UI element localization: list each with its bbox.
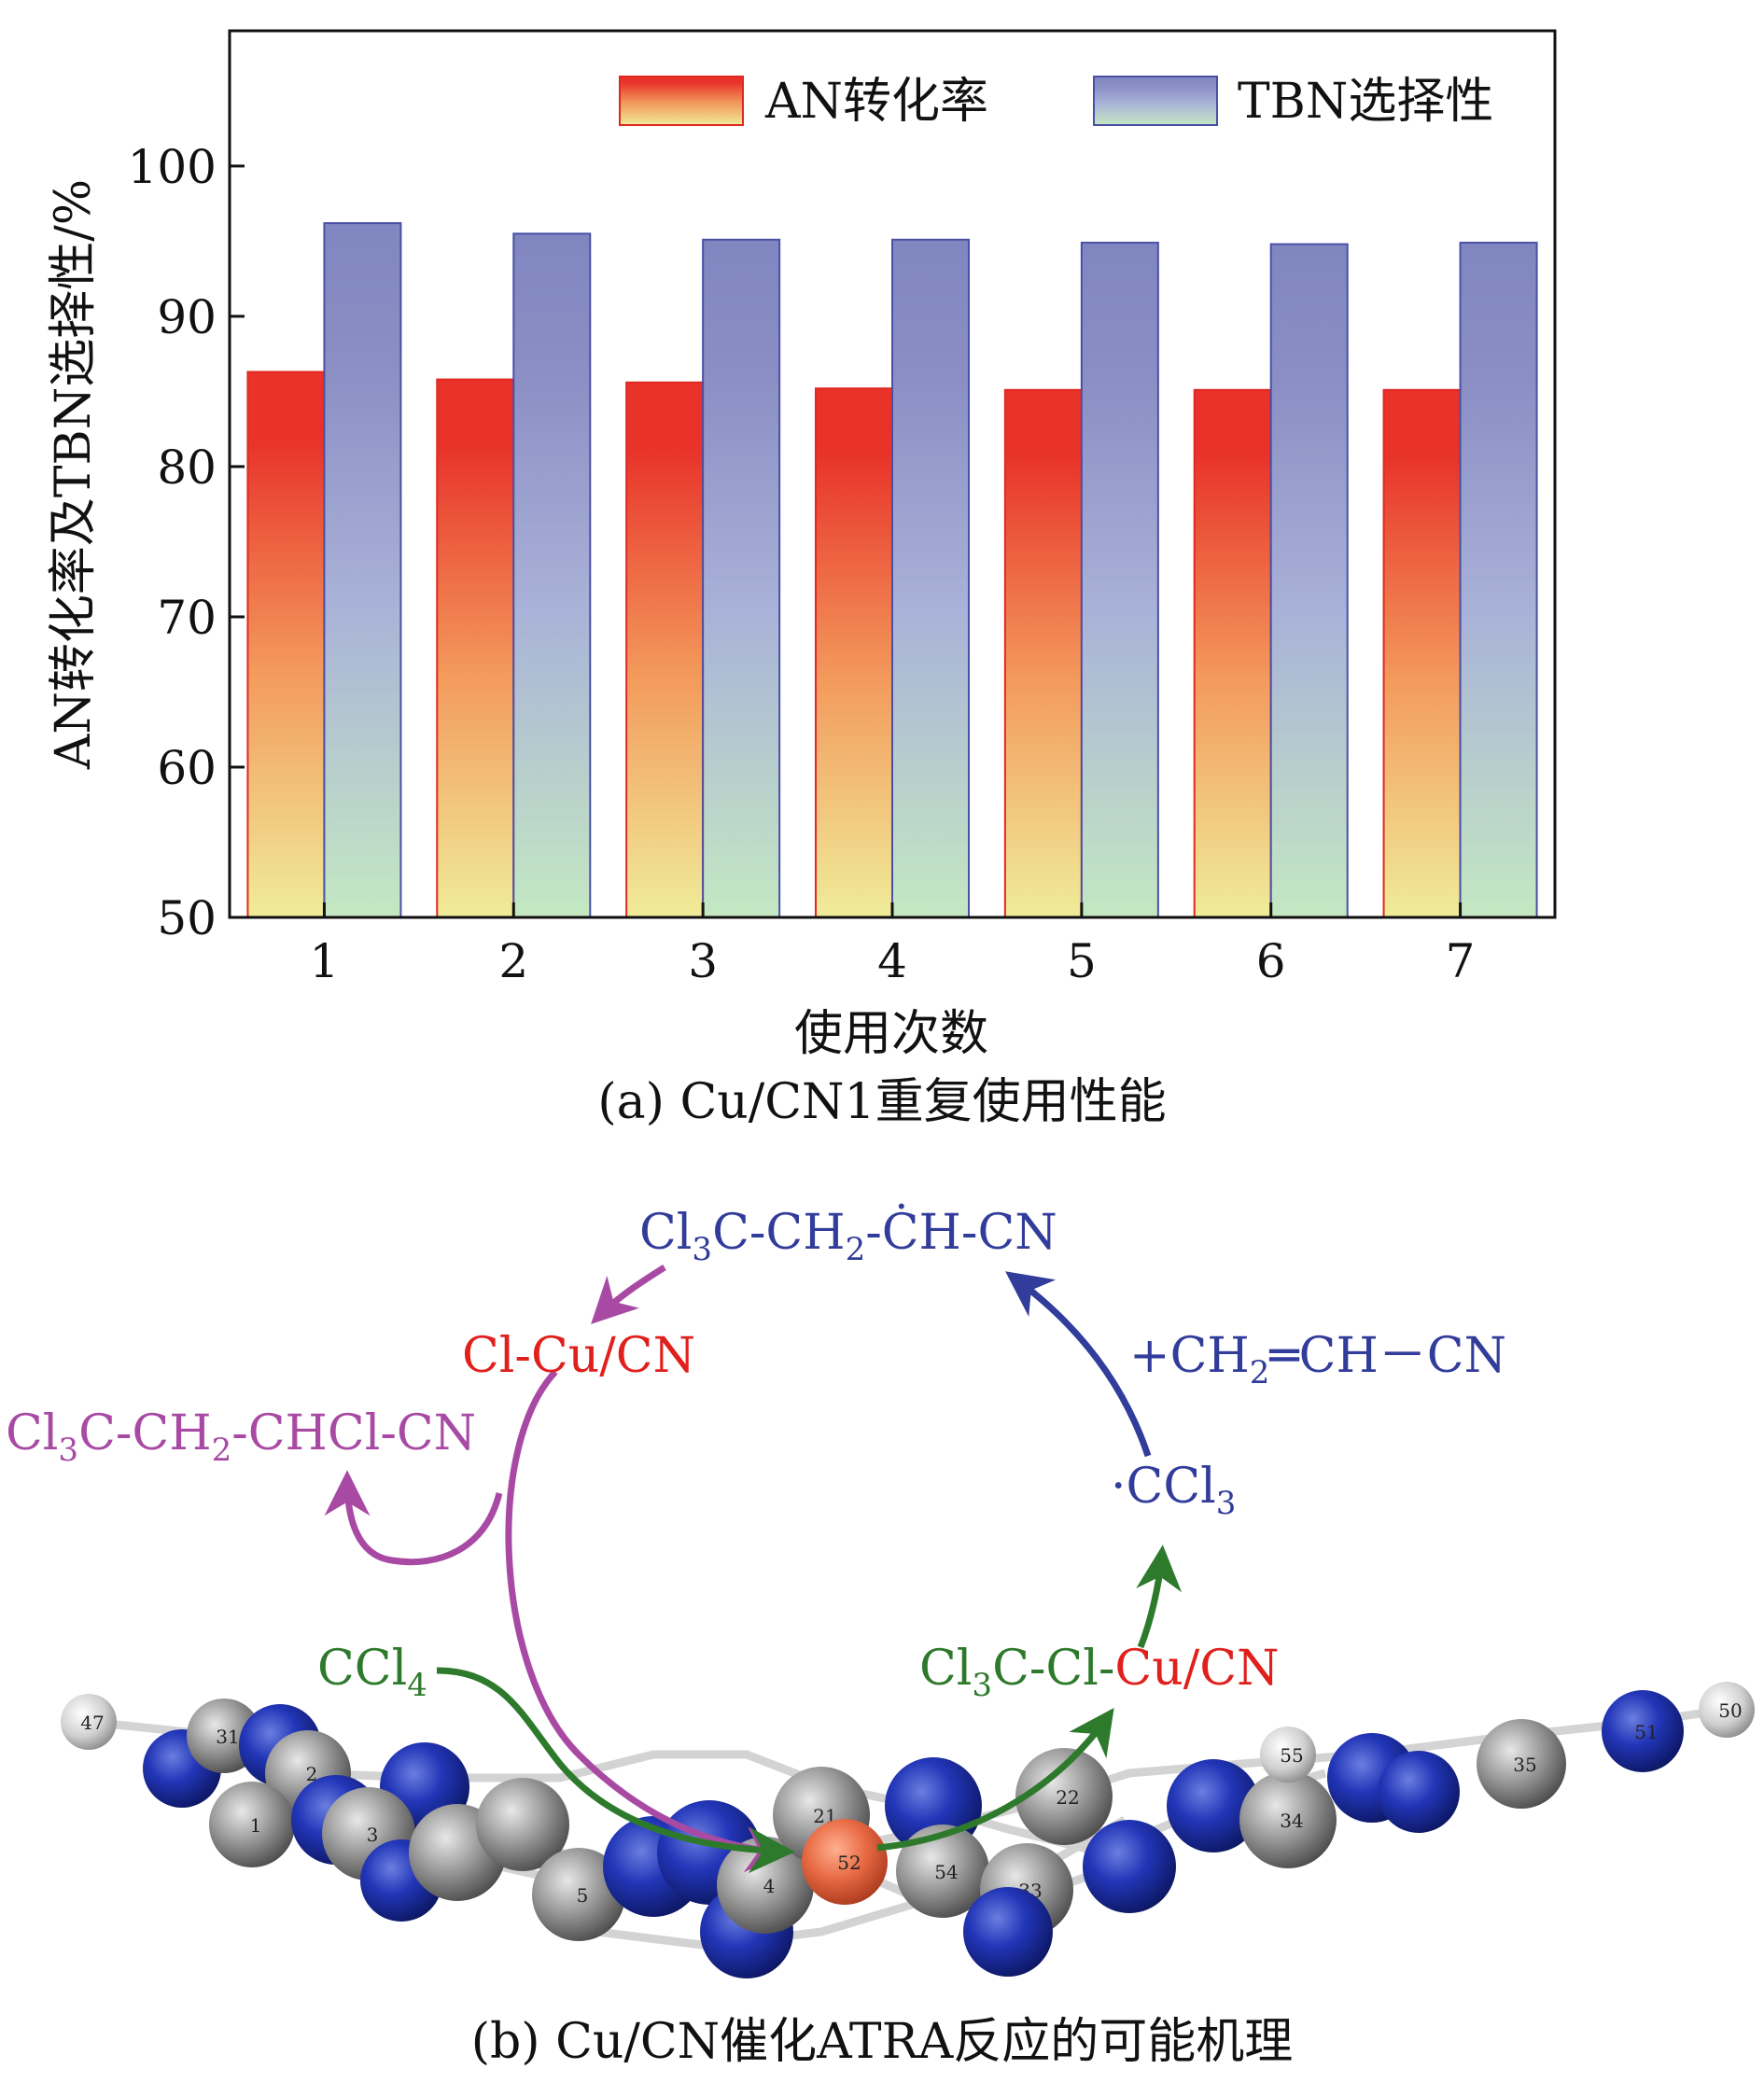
tbn-bar-4 [891, 238, 970, 919]
catalyst-return-arrow [505, 1369, 791, 1873]
product-release-arrow [324, 1470, 503, 1566]
an-bar-7 [1382, 388, 1462, 918]
atom-number-label: 3 [367, 1824, 379, 1846]
legend: AN转化率 TBN选择性 [619, 74, 1493, 130]
atom-number-label: 4 [763, 1875, 776, 1897]
y-tick-label: 80 [157, 440, 217, 495]
carbon-atom [476, 1778, 569, 1871]
ccl3-release-arrow [1136, 1545, 1183, 1649]
carbon-atom [1015, 1748, 1113, 1845]
atom-number-label: 2 [306, 1763, 318, 1785]
catalyst-cl-label: Cl-Cu/CN [462, 1328, 695, 1384]
an-bar-6 [1193, 388, 1272, 918]
ccl3-radical-label: ·CCl3 [1111, 1459, 1236, 1522]
y-tick-label: 50 [157, 891, 217, 945]
y-tick-label: 90 [157, 290, 217, 344]
x-tick-label: 1 [310, 934, 340, 988]
legend-label-tbn: TBN选择性 [1238, 74, 1493, 130]
ccl4-activation-arrow [436, 1667, 795, 1874]
x-tick-label: 2 [498, 934, 528, 988]
atom-number-label: 51 [1634, 1721, 1658, 1743]
x-tick-label: 6 [1256, 934, 1286, 988]
ccl4-label: CCl4 [317, 1641, 427, 1704]
bars-layer [246, 222, 1538, 919]
atom-number-label: 54 [934, 1861, 958, 1883]
tbn-bar-7 [1459, 242, 1538, 919]
atom-number-label: 31 [216, 1726, 239, 1748]
x-tick-label: 7 [1446, 934, 1476, 988]
tbn-bar-2 [512, 232, 592, 919]
legend-label-an: AN转化率 [764, 74, 988, 130]
an-bar-4 [815, 387, 893, 918]
x-tick-label: 3 [688, 934, 718, 988]
tbn-bar-5 [1080, 242, 1159, 919]
y-axis: 50 60 70 80 90 100 [128, 140, 245, 945]
carbon-atom [896, 1824, 989, 1918]
monomer-label: +CH2═CH－CN [1129, 1328, 1506, 1391]
x-axis-label: 使用次数 [794, 1006, 988, 1062]
radical-addition-arrow [1005, 1271, 1152, 1458]
an-bar-2 [436, 378, 515, 918]
x-axis: 1 2 3 4 5 6 7 [310, 902, 1476, 988]
legend-swatch-tbn [1093, 76, 1218, 126]
complex-label: Cl3C-Cl-Cu/CN [919, 1641, 1280, 1704]
atom-number-label: 47 [80, 1712, 104, 1734]
chlorine-transfer-arrow [591, 1265, 666, 1324]
an-bar-1 [246, 370, 326, 918]
tbn-bar-3 [702, 238, 781, 919]
caption-b: (b) Cu/CN催化ATRA反应的可能机理 [471, 2014, 1294, 2070]
carbon-atom [209, 1782, 295, 1867]
product-label: Cl3C-CH2-CHCl-CN [6, 1405, 476, 1469]
atom-number-label: 50 [1718, 1699, 1742, 1722]
caption-a: (a) Cu/CN1重复使用性能 [597, 1074, 1166, 1130]
y-tick-label: 70 [157, 591, 217, 645]
nitrogen-atom [1083, 1820, 1176, 1913]
atom-number-label: 1 [250, 1814, 262, 1837]
atom-number-label: 35 [1513, 1754, 1536, 1776]
x-tick-label: 5 [1067, 934, 1097, 988]
y-tick-label: 60 [157, 741, 217, 795]
an-bar-3 [625, 381, 705, 918]
atom-number-label: 52 [837, 1852, 861, 1874]
atom-number-label: 22 [1056, 1786, 1079, 1809]
an-bar-5 [1003, 388, 1083, 918]
y-tick-label: 100 [128, 140, 217, 194]
atom-number-label: 34 [1280, 1810, 1303, 1832]
carbon-atom [1239, 1771, 1337, 1868]
nitrogen-atom [1167, 1759, 1260, 1852]
bar-chart: 50 60 70 80 90 100 1 2 3 4 5 6 7 AN转化率 TBN选择性 AN转化率… [46, 29, 1557, 1130]
atom-number-label: 55 [1280, 1744, 1303, 1767]
carbon-atom [532, 1848, 625, 1941]
radical-adduct-label: Cl3C-CH2-ĊH-CN [639, 1204, 1057, 1268]
complex-formation-arrow [876, 1708, 1114, 1852]
hydrogen-atom [61, 1694, 117, 1750]
atom-number-label: 5 [577, 1884, 589, 1907]
tbn-bar-1 [323, 222, 402, 919]
hydrogen-atom [1260, 1727, 1316, 1782]
nitrogen-atom [1602, 1690, 1684, 1772]
nitrogen-atom [1378, 1751, 1460, 1833]
carbon-atom [1477, 1719, 1566, 1809]
hydrogen-atom [1699, 1682, 1755, 1738]
nitrogen-atom [963, 1887, 1053, 1977]
tbn-bar-6 [1269, 243, 1349, 919]
x-tick-label: 4 [877, 934, 907, 988]
copper-atom [802, 1819, 888, 1905]
legend-swatch-an [619, 76, 744, 126]
y-axis-label: AN转化率及TBN选择性/% [46, 179, 102, 770]
